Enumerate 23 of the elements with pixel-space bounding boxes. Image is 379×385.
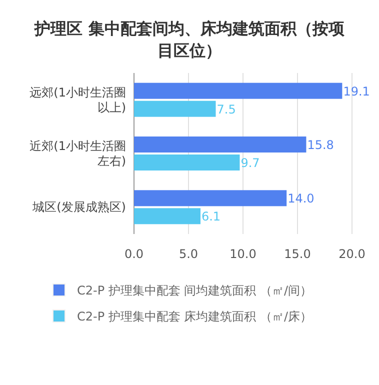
bar: [134, 154, 240, 170]
bar: [134, 208, 200, 224]
y-tick-label: 近郊(1小时生活圈左右): [30, 139, 126, 168]
x-tick-label: 15.0: [284, 247, 311, 261]
x-tick-label: 10.0: [230, 247, 256, 261]
bar: [134, 190, 287, 206]
y-tick-label: 城区(发展成熟区): [32, 200, 126, 214]
y-tick-label: 远郊(1小时生活圈以上): [30, 85, 126, 114]
x-tick-label: 5.0: [178, 247, 198, 261]
bar: [134, 82, 342, 99]
bar: [134, 100, 216, 117]
data-label: 9.7: [240, 156, 260, 170]
legend-label: C2-P 护理集中配套 间均建筑面积 （㎡/间）: [77, 284, 312, 298]
x-tick-label: 0.0: [124, 247, 144, 261]
data-label: 19.1: [343, 84, 370, 98]
data-label: 6.1: [201, 210, 221, 224]
legend-label: C2-P 护理集中配套 床均建筑面积 （㎡/床）: [77, 310, 312, 324]
x-tick-label: 20.0: [338, 247, 366, 261]
chart-title: 护理区 集中配套间均、床均建筑面积（按项目区位）: [34, 19, 346, 60]
data-label: 15.8: [307, 138, 334, 152]
data-label: 7.5: [216, 102, 236, 116]
data-label: 14.0: [288, 192, 314, 206]
bar: [134, 136, 306, 152]
